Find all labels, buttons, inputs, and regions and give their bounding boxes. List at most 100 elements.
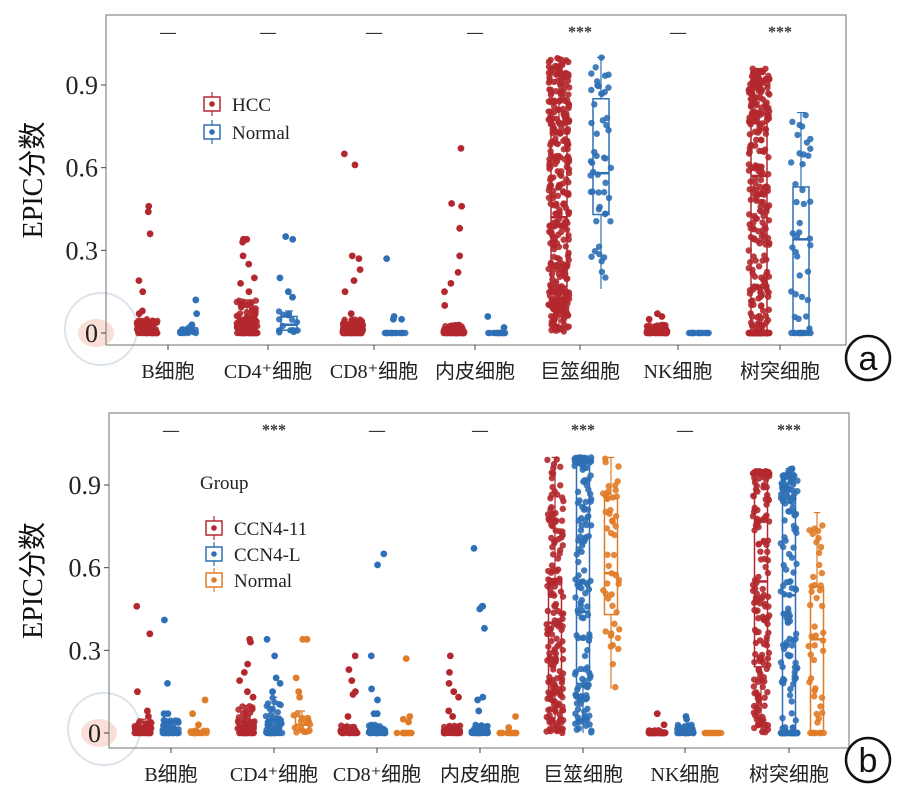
jitter-point [554, 77, 561, 85]
jitter-point [552, 518, 559, 525]
jitter-point [557, 130, 564, 137]
jitter-point [551, 602, 558, 610]
jitter-point [558, 172, 565, 179]
jitter-point [350, 723, 358, 731]
jitter-point [581, 715, 588, 723]
jitter-point [819, 709, 826, 717]
jitter-point [545, 301, 552, 308]
jitter-point [757, 302, 765, 310]
jitter-point [576, 694, 584, 701]
jitter-point [559, 528, 566, 535]
jitter-point [813, 710, 820, 718]
jitter-point [603, 121, 610, 129]
jitter-point [552, 160, 559, 168]
jitter-point [765, 603, 772, 610]
jitter-point [759, 96, 767, 103]
jitter-point [609, 602, 616, 610]
jitter-point [587, 172, 594, 179]
outlier-point [367, 652, 375, 660]
jitter-point [556, 97, 564, 104]
jitter-point [764, 316, 772, 324]
outlier-point [244, 660, 252, 668]
jitter-point [578, 548, 585, 555]
outlier-point [351, 652, 359, 660]
jitter-point [548, 89, 555, 96]
box [294, 715, 310, 731]
outlier-point [383, 255, 391, 262]
outlier-point [348, 252, 356, 260]
jitter-point [581, 652, 589, 660]
jitter-point [558, 286, 566, 293]
jitter-point [612, 683, 619, 691]
jitter-point [607, 218, 614, 225]
outlier-point [139, 288, 147, 296]
outlier-point [351, 161, 359, 169]
outlier-point [448, 200, 456, 207]
jitter-point [288, 316, 296, 323]
jitter-point [805, 152, 812, 159]
jitter-point [573, 726, 581, 733]
jitter-point [810, 573, 817, 581]
jitter-point [562, 81, 570, 89]
panel-b: 0 0.3 0.6 0.9 EPIC分数 B细胞 — CD4⁺细胞 *** CD8⁺细胞 — 内皮细胞… [17, 412, 892, 786]
jitter-point [806, 198, 814, 205]
jitter-point [782, 537, 789, 544]
jitter-point [381, 329, 389, 337]
outlier-point [201, 696, 209, 704]
outlier-point [441, 288, 448, 296]
jitter-point [556, 711, 564, 719]
jitter-point [593, 152, 600, 160]
jitter-point [755, 540, 763, 548]
jitter-point [580, 567, 588, 574]
jitter-point [786, 617, 794, 625]
jitter-point [553, 675, 561, 682]
jitter-point [592, 64, 599, 71]
jitter-point [811, 693, 818, 700]
panel-label: a [859, 340, 878, 378]
outlier-point [247, 638, 254, 646]
outlier-point [282, 233, 290, 240]
jitter-point [587, 577, 594, 585]
outlier-point [399, 715, 407, 723]
jitter-point [579, 578, 587, 585]
jitter-point [559, 703, 566, 710]
jitter-point [762, 130, 770, 137]
jitter-point [578, 522, 585, 529]
jitter-point [581, 464, 588, 471]
jitter-point [595, 189, 602, 196]
y-tick-label: 0.6 [69, 554, 102, 583]
jitter-point [579, 675, 586, 683]
significance-label: *** [768, 24, 792, 41]
outlier-point [355, 255, 363, 262]
outlier-point [284, 288, 292, 296]
x-tick-label: CD8⁺细胞 [330, 360, 418, 383]
jitter-point [596, 203, 603, 211]
outlier-point [289, 293, 296, 301]
outlier-point [269, 688, 276, 696]
jitter-point [759, 585, 766, 593]
y-axis-label: EPIC分数 [17, 122, 49, 239]
jitter-point [572, 594, 579, 601]
jitter-point [546, 183, 553, 191]
jitter-point [788, 466, 796, 473]
watermark-seal [64, 292, 138, 366]
jitter-point [545, 108, 552, 115]
outlier-point [296, 693, 304, 701]
jitter-point [554, 192, 562, 199]
jitter-point [761, 538, 768, 546]
jitter-point [794, 477, 801, 484]
jitter-point [758, 656, 765, 663]
jitter-point [600, 188, 608, 196]
box [238, 721, 254, 734]
jitter-point [800, 200, 808, 208]
outlier-point [479, 693, 487, 701]
jitter-point [759, 728, 766, 736]
plot-frame [105, 14, 847, 346]
jitter-point [559, 694, 566, 701]
jitter-point [274, 709, 281, 716]
outlier-point [368, 685, 375, 693]
jitter-point [545, 265, 552, 273]
outlier-point [345, 666, 353, 674]
jitter-point [761, 694, 768, 701]
jitter-point [755, 475, 763, 482]
